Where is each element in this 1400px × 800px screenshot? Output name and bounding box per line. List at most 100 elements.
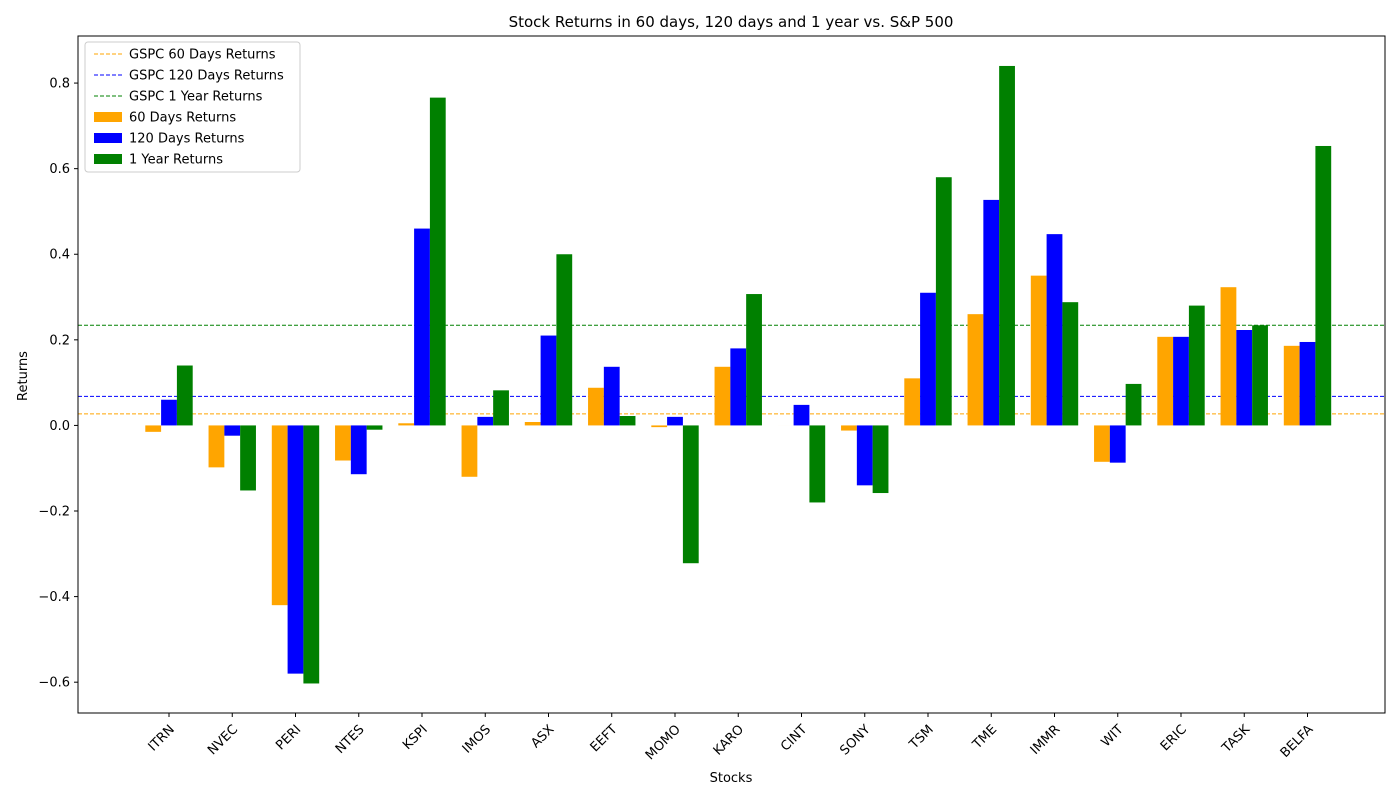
x-tick-label-peri: PERI xyxy=(273,722,304,753)
bar-cint-series-3 xyxy=(809,425,826,503)
y-axis: −0.6 −0.4 −0.2 0.0 0.2 0.4 0.6 0.8 xyxy=(38,77,78,691)
x-tick-label-eeft: EEFT xyxy=(588,722,621,755)
bar-tme-series-1 xyxy=(967,314,984,426)
bar-peri-series-2 xyxy=(287,425,304,674)
x-tick-label-eric: ERIC xyxy=(1158,722,1190,754)
bar-belfa-series-1 xyxy=(1283,345,1300,426)
x-axis-title: Stocks xyxy=(710,771,753,786)
bar-momo-series-1 xyxy=(651,425,668,428)
y-tick-label: −0.6 xyxy=(38,676,70,691)
bar-wit-series-2 xyxy=(1109,425,1126,463)
bar-eeft-series-1 xyxy=(588,387,604,426)
bar-wit-series-3 xyxy=(1125,383,1142,426)
legend-bar-swatch xyxy=(94,112,122,122)
y-tick-label: 0.4 xyxy=(49,248,70,263)
x-tick-label-nvec: NVEC xyxy=(205,722,241,758)
bar-asx-series-3 xyxy=(556,254,573,426)
legend-label: GSPC 1 Year Returns xyxy=(129,90,263,105)
bar-itrn-series-3 xyxy=(176,365,193,426)
bar-eric-series-3 xyxy=(1188,305,1205,426)
x-tick-label-cint: CINT xyxy=(778,722,810,754)
bar-immr-series-3 xyxy=(1062,302,1079,426)
bar-task-series-3 xyxy=(1252,325,1268,426)
bar-nvec-series-3 xyxy=(240,425,256,491)
chart-title: Stock Returns in 60 days, 120 days and 1… xyxy=(509,13,954,31)
x-tick-label-task: TASK xyxy=(1219,722,1254,757)
bar-karo-series-2 xyxy=(730,348,747,426)
y-tick-label: 0.6 xyxy=(49,162,70,177)
bar-belfa-series-2 xyxy=(1299,341,1316,426)
bar-peri-series-1 xyxy=(271,425,288,606)
x-tick-label-karo: KARO xyxy=(711,722,747,758)
bar-kspi-series-2 xyxy=(414,228,430,426)
bar-cint-series-2 xyxy=(793,404,810,426)
y-tick-label: −0.4 xyxy=(38,590,70,605)
legend-label: 1 Year Returns xyxy=(129,153,223,168)
x-tick-label-asx: ASX xyxy=(528,722,557,751)
legend: GSPC 60 Days Returns GSPC 120 Days Return… xyxy=(84,41,301,173)
legend-bar-swatch xyxy=(94,133,122,143)
bar-ntes-series-1 xyxy=(335,425,351,461)
bar-task-series-1 xyxy=(1220,287,1237,426)
x-tick-label-tme: TME xyxy=(969,722,1000,753)
legend-label: 60 Days Returns xyxy=(129,111,236,126)
bar-tme-series-2 xyxy=(983,199,1000,426)
x-tick-label-itrn: ITRN xyxy=(146,722,178,754)
bar-sony-series-3 xyxy=(872,425,889,494)
x-tick-label-immr: IMMR xyxy=(1028,722,1064,758)
bar-nvec-series-2 xyxy=(224,425,241,436)
bar-tsm-series-2 xyxy=(920,292,936,426)
bar-ntes-series-3 xyxy=(366,425,383,430)
x-tick-label-imos: IMOS xyxy=(460,722,494,756)
x-tick-label-momo: MOMO xyxy=(643,722,684,763)
legend-label: 120 Days Returns xyxy=(129,132,245,147)
bar-wit-series-1 xyxy=(1094,425,1110,462)
x-tick-label-kspi: KSPI xyxy=(400,722,431,753)
x-tick-label-ntes: NTES xyxy=(333,722,368,757)
bar-karo-series-1 xyxy=(714,366,731,426)
bar-momo-series-2 xyxy=(667,416,683,426)
y-tick-label: 0.8 xyxy=(49,77,70,92)
bar-immr-series-1 xyxy=(1030,275,1047,426)
plot-frame xyxy=(77,35,1386,714)
x-tick-label-belfa: BELFA xyxy=(1278,722,1317,761)
bar-kspi-series-3 xyxy=(429,97,446,426)
bar-kspi-series-1 xyxy=(398,423,415,426)
x-axis: ITRN NVEC PERI NTES KSPI IMOS ASX EEFT MOMO KARO C… xyxy=(146,713,1317,763)
bar-tsm-series-1 xyxy=(904,378,921,426)
bar-itrn-series-2 xyxy=(161,399,177,426)
bar-eric-series-1 xyxy=(1157,336,1174,426)
bar-asx-series-1 xyxy=(524,422,541,426)
legend-label: GSPC 120 Days Returns xyxy=(129,69,284,84)
bar-eric-series-2 xyxy=(1173,336,1189,426)
bar-itrn-series-1 xyxy=(145,425,162,432)
bar-tme-series-3 xyxy=(999,65,1015,426)
bar-tsm-series-3 xyxy=(935,177,952,426)
bar-imos-series-2 xyxy=(477,416,494,426)
bar-sony-series-1 xyxy=(841,425,857,431)
bar-ntes-series-2 xyxy=(350,425,367,475)
legend-box xyxy=(84,41,301,173)
x-tick-label-tsm: TSM xyxy=(906,722,937,753)
y-tick-label: −0.2 xyxy=(38,505,70,520)
legend-bar-swatch xyxy=(94,154,122,164)
bar-imos-series-1 xyxy=(461,425,478,477)
x-tick-label-sony: SONY xyxy=(837,722,873,758)
bar-eeft-series-2 xyxy=(603,366,620,426)
bar-asx-series-2 xyxy=(540,335,557,426)
bar-karo-series-3 xyxy=(746,294,762,426)
bar-eeft-series-3 xyxy=(619,416,636,426)
bar-momo-series-3 xyxy=(682,425,699,564)
y-tick-label: 0.0 xyxy=(49,419,70,434)
y-tick-label: 0.2 xyxy=(49,333,70,348)
y-axis-title: Returns xyxy=(16,351,31,401)
bar-immr-series-2 xyxy=(1046,234,1063,426)
bar-sony-series-2 xyxy=(856,425,873,486)
x-tick-label-wit: WIT xyxy=(1099,722,1127,750)
bars xyxy=(145,65,1332,684)
bar-nvec-series-1 xyxy=(208,425,225,468)
bar-peri-series-3 xyxy=(303,425,320,684)
bar-belfa-series-3 xyxy=(1315,145,1332,426)
bar-task-series-2 xyxy=(1236,329,1253,426)
